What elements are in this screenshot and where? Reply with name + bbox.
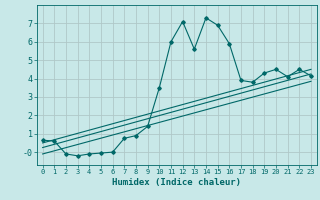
X-axis label: Humidex (Indice chaleur): Humidex (Indice chaleur): [112, 178, 241, 187]
